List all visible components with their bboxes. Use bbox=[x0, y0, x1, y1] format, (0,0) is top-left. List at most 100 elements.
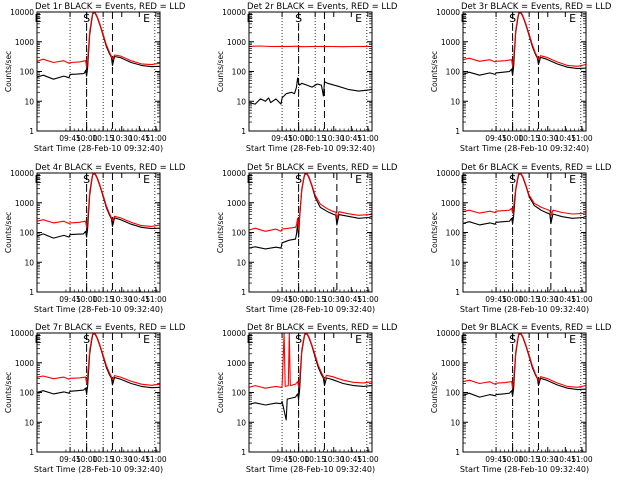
y-tick-label: 10000 bbox=[222, 8, 246, 17]
y-tick-label: 1000 bbox=[227, 38, 246, 47]
x-axis-label: Start Time (28-Feb-10 09:32:40) bbox=[34, 465, 163, 474]
panel-title: Det 6r BLACK = Events, RED = LLD bbox=[461, 163, 612, 173]
events-series-line bbox=[249, 173, 372, 250]
x-axis-label: Start Time (28-Feb-10 09:32:40) bbox=[246, 305, 375, 314]
interval-marker-label: S bbox=[83, 173, 90, 186]
y-tick-label: 10000 bbox=[436, 329, 460, 338]
panel-axes-frame bbox=[248, 11, 373, 132]
x-tick-label: 09:45 bbox=[59, 295, 81, 304]
x-tick-label: 11:00 bbox=[357, 295, 379, 304]
x-tick-label: 09:45 bbox=[271, 455, 293, 464]
y-axis-label: Counts/sec bbox=[430, 212, 439, 253]
x-tick-label: 10:45 bbox=[129, 134, 151, 143]
panel-series bbox=[249, 45, 372, 105]
y-tick-label: 1000 bbox=[441, 359, 460, 368]
panel-title: Det 2r BLACK = Events, RED = LLD bbox=[247, 2, 398, 12]
x-tick-label: 11:00 bbox=[145, 295, 167, 304]
x-tick-label: 10:00 bbox=[502, 134, 524, 143]
y-tick-label: 10000 bbox=[10, 169, 34, 178]
x-tick-label: 09:45 bbox=[59, 134, 81, 143]
y-tick-label: 1000 bbox=[15, 359, 34, 368]
y-tick-label: 100 bbox=[232, 389, 247, 398]
panel-axes-frame bbox=[36, 332, 161, 453]
x-tick-label: 10:00 bbox=[288, 455, 310, 464]
panel-axes-frame bbox=[462, 172, 587, 293]
interval-marker-label: S bbox=[295, 333, 302, 346]
y-tick-label: 10 bbox=[24, 97, 34, 106]
y-tick-label: 10000 bbox=[436, 169, 460, 178]
y-axis-label: Counts/sec bbox=[430, 51, 439, 92]
y-axis-label: Counts/sec bbox=[216, 51, 225, 92]
y-tick-label: 100 bbox=[446, 68, 461, 77]
x-tick-label: 10:15 bbox=[304, 295, 326, 304]
x-tick-label: 10:15 bbox=[304, 134, 326, 143]
y-axis-label: Counts/sec bbox=[216, 212, 225, 253]
x-tick-label: 10:00 bbox=[76, 134, 98, 143]
events-series-line bbox=[463, 333, 586, 398]
x-tick-label: 11:00 bbox=[571, 455, 593, 464]
x-tick-label: 10:30 bbox=[111, 295, 133, 304]
y-tick-label: 1 bbox=[455, 127, 460, 136]
panel-series bbox=[37, 173, 160, 239]
x-tick-label: 10:00 bbox=[288, 295, 310, 304]
y-tick-label: 1000 bbox=[441, 199, 460, 208]
interval-marker-label: E bbox=[569, 173, 576, 186]
y-tick-label: 10 bbox=[236, 258, 246, 267]
panel-series bbox=[463, 12, 586, 76]
y-tick-label: 10000 bbox=[10, 8, 34, 17]
y-tick-label: 10000 bbox=[222, 329, 246, 338]
x-tick-label: 10:15 bbox=[92, 455, 114, 464]
lld-series-line bbox=[249, 45, 372, 48]
events-series-line bbox=[37, 12, 160, 80]
x-axis-label: Start Time (28-Feb-10 09:32:40) bbox=[460, 465, 589, 474]
y-tick-label: 1 bbox=[241, 448, 246, 457]
x-axis-label: Start Time (28-Feb-10 09:32:40) bbox=[246, 465, 375, 474]
x-tick-label: 10:45 bbox=[341, 455, 363, 464]
x-tick-label: 10:00 bbox=[76, 295, 98, 304]
panel-series bbox=[249, 173, 372, 250]
y-axis-label: Counts/sec bbox=[4, 372, 13, 413]
y-tick-label: 1000 bbox=[15, 199, 34, 208]
x-tick-label: 10:15 bbox=[92, 134, 114, 143]
y-tick-label: 1000 bbox=[441, 38, 460, 47]
y-tick-label: 10000 bbox=[222, 169, 246, 178]
panel-axes-frame bbox=[248, 332, 373, 453]
lld-series-line bbox=[37, 333, 160, 386]
y-tick-label: 10 bbox=[236, 97, 246, 106]
lld-series-line bbox=[463, 173, 586, 217]
interval-marker-label: S bbox=[83, 12, 90, 25]
y-axis-label: Counts/sec bbox=[4, 212, 13, 253]
x-tick-label: 11:00 bbox=[357, 134, 379, 143]
panel-title: Det 9r BLACK = Events, RED = LLD bbox=[461, 323, 612, 333]
x-tick-label: 10:30 bbox=[323, 134, 345, 143]
x-tick-label: 09:45 bbox=[271, 295, 293, 304]
x-tick-label: 11:00 bbox=[145, 134, 167, 143]
x-tick-label: 10:00 bbox=[76, 455, 98, 464]
panel-axes-frame bbox=[36, 11, 161, 132]
x-tick-label: 10:30 bbox=[323, 455, 345, 464]
y-axis-label: Counts/sec bbox=[4, 51, 13, 92]
y-tick-label: 1000 bbox=[227, 359, 246, 368]
lld-series-line bbox=[37, 173, 160, 229]
lld-series-line bbox=[463, 12, 586, 67]
x-tick-label: 11:00 bbox=[571, 295, 593, 304]
panel-title: Det 3r BLACK = Events, RED = LLD bbox=[461, 2, 612, 12]
y-tick-label: 10 bbox=[450, 418, 460, 427]
x-tick-label: 10:15 bbox=[518, 455, 540, 464]
x-tick-label: 11:00 bbox=[145, 455, 167, 464]
panel-axes-frame bbox=[248, 172, 373, 293]
y-tick-label: 10000 bbox=[10, 329, 34, 338]
x-tick-label: 10:30 bbox=[111, 134, 133, 143]
panel-series bbox=[249, 333, 372, 421]
x-tick-label: 10:45 bbox=[341, 134, 363, 143]
y-tick-label: 1 bbox=[455, 288, 460, 297]
interval-marker-label: S bbox=[509, 12, 516, 25]
lld-series-line bbox=[463, 333, 586, 389]
interval-marker-label: E bbox=[355, 12, 362, 25]
interval-marker-label: E bbox=[355, 173, 362, 186]
